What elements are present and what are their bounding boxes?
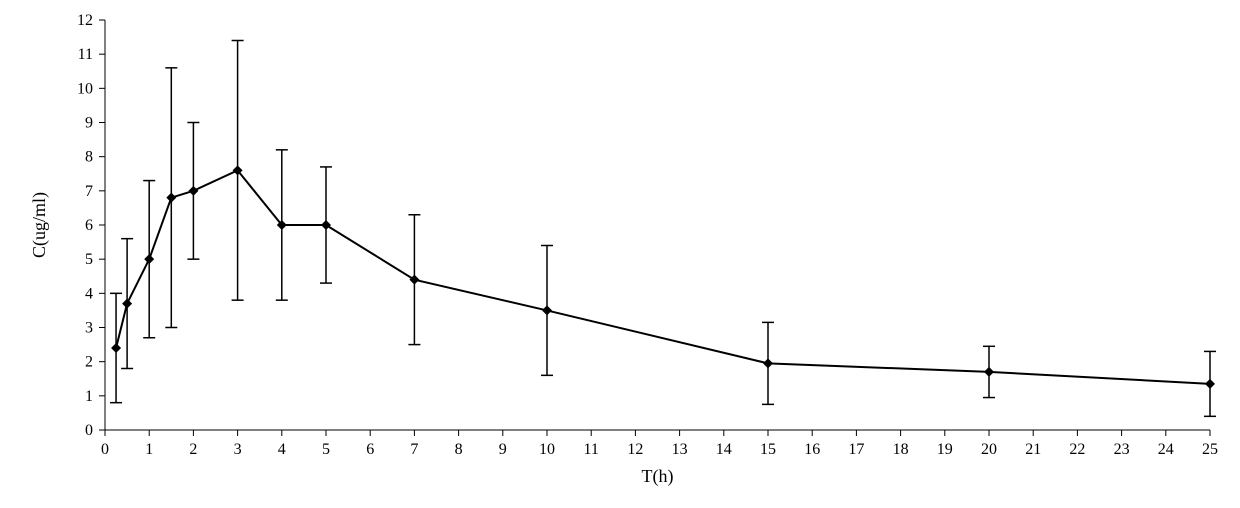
x-tick-label: 3: [234, 441, 242, 458]
x-tick-label: 23: [1114, 441, 1130, 458]
y-tick-label: 12: [77, 12, 93, 29]
x-tick-label: 6: [366, 441, 374, 458]
x-tick-label: 5: [322, 441, 330, 458]
x-tick-label: 0: [101, 441, 109, 458]
y-tick-label: 1: [85, 388, 93, 405]
x-tick-label: 1: [145, 441, 153, 458]
x-tick-label: 4: [278, 441, 286, 458]
x-tick-label: 24: [1158, 441, 1174, 458]
x-tick-label: 10: [539, 441, 555, 458]
x-tick-label: 15: [760, 441, 776, 458]
pk-curve-chart: 0123456789101112131415161718192021222324…: [0, 0, 1240, 508]
y-tick-label: 0: [85, 422, 93, 439]
y-tick-label: 7: [85, 183, 93, 200]
x-tick-label: 7: [410, 441, 418, 458]
y-tick-label: 8: [85, 149, 93, 166]
x-tick-label: 11: [583, 441, 598, 458]
y-tick-label: 4: [85, 285, 93, 302]
x-tick-label: 20: [981, 441, 997, 458]
x-tick-label: 14: [716, 441, 732, 458]
chart-background: [0, 0, 1240, 508]
x-tick-label: 22: [1069, 441, 1085, 458]
x-tick-label: 19: [937, 441, 953, 458]
x-tick-label: 2: [189, 441, 197, 458]
y-tick-label: 11: [78, 46, 93, 63]
y-tick-label: 10: [77, 80, 93, 97]
chart-container: 0123456789101112131415161718192021222324…: [0, 0, 1240, 508]
x-tick-label: 9: [499, 441, 507, 458]
x-tick-label: 17: [848, 441, 864, 458]
y-axis-label: C(ug/ml): [29, 192, 50, 258]
y-tick-label: 2: [85, 354, 93, 371]
y-tick-label: 9: [85, 115, 93, 132]
y-tick-label: 5: [85, 251, 93, 268]
x-tick-label: 13: [672, 441, 688, 458]
x-tick-label: 8: [455, 441, 463, 458]
y-tick-label: 6: [85, 217, 93, 234]
x-tick-label: 18: [893, 441, 909, 458]
x-axis-label: T(h): [642, 466, 674, 487]
x-tick-label: 25: [1202, 441, 1218, 458]
y-tick-label: 3: [85, 320, 93, 337]
x-tick-label: 12: [627, 441, 643, 458]
x-tick-label: 16: [804, 441, 820, 458]
x-tick-label: 21: [1025, 441, 1041, 458]
